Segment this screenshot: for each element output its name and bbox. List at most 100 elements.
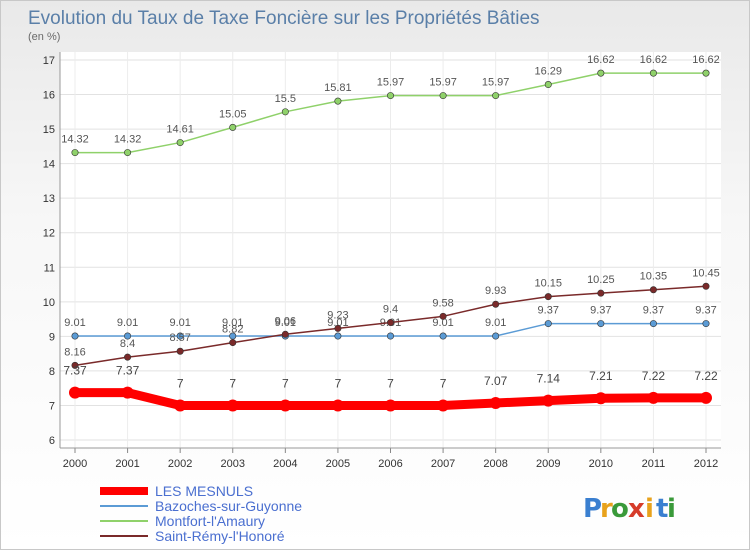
y-tick-label: 17 (43, 55, 55, 67)
x-tick-label: 2012 (694, 458, 718, 470)
data-label: 9.01 (485, 317, 506, 329)
data-label: 7.37 (116, 364, 140, 378)
data-point (71, 361, 79, 369)
y-tick-label: 7 (49, 400, 55, 412)
x-tick-label: 2011 (642, 458, 666, 470)
data-label: 9.93 (485, 285, 506, 297)
x-tick-label: 2005 (326, 458, 350, 470)
y-tick-label: 6 (49, 435, 55, 447)
data-point (386, 319, 394, 327)
data-point (124, 149, 132, 157)
x-tick-label: 2004 (273, 458, 297, 470)
data-point (176, 332, 184, 340)
data-point (334, 332, 342, 340)
data-point (544, 81, 552, 89)
data-point (331, 399, 344, 412)
y-tick-label: 9 (49, 331, 55, 343)
data-label: 8.4 (120, 338, 135, 350)
y-tick-label: 13 (43, 193, 55, 205)
data-label: 15.97 (482, 77, 510, 89)
unit-label: (en %) (28, 31, 60, 43)
data-point (71, 332, 79, 340)
data-label: 15.5 (275, 93, 296, 105)
data-point (542, 394, 555, 407)
data-label: 7 (335, 376, 342, 390)
data-label: 7 (387, 376, 394, 390)
data-label: 16.29 (534, 66, 562, 78)
data-label: 7.21 (589, 369, 613, 383)
x-tick-label: 2007 (431, 458, 455, 470)
data-label: 9.01 (275, 317, 296, 329)
data-point (71, 149, 79, 157)
logo-letter: P (583, 494, 602, 524)
data-label: 7.14 (537, 372, 561, 386)
data-label: 9.01 (432, 317, 453, 329)
data-label: 16.62 (640, 54, 668, 66)
data-label: 14.61 (166, 124, 194, 136)
data-point (439, 332, 447, 340)
data-label: 7.22 (642, 369, 666, 383)
data-point (492, 92, 500, 100)
plot-area: 6 7 8 9 10 11 12 13 14 15 16 17 2000 2001 2002 2003 2004… (43, 52, 721, 470)
data-label: 9.23 (327, 309, 348, 321)
data-point (174, 399, 187, 412)
data-label: 9.37 (590, 305, 611, 317)
data-point (176, 347, 184, 355)
data-label: 9.01 (169, 317, 190, 329)
data-point (544, 293, 552, 301)
y-tick-label: 14 (43, 159, 55, 171)
data-label: 10.15 (534, 278, 562, 290)
data-point (121, 386, 134, 399)
data-label: 15.81 (324, 82, 352, 94)
data-label: 8.57 (169, 332, 190, 344)
x-tick-label: 2008 (483, 458, 507, 470)
data-label: 7 (282, 376, 289, 390)
data-point (597, 320, 605, 328)
legend-label-3: Saint-Rémy-l'Honoré (155, 528, 285, 544)
data-point (544, 320, 552, 328)
data-label: 9.37 (695, 305, 716, 317)
data-label: 15.97 (377, 77, 405, 89)
data-label: 7 (229, 376, 236, 390)
data-label: 9.01 (117, 317, 138, 329)
data-point (702, 320, 710, 328)
y-tick-label: 8 (49, 366, 55, 378)
data-label: 8.16 (64, 346, 85, 358)
data-point (226, 399, 239, 412)
legend-label-2: Montfort-l'Amaury (155, 513, 265, 529)
data-point (229, 123, 237, 131)
data-point (439, 312, 447, 320)
y-tick-label: 12 (43, 228, 55, 240)
data-label: 9.01 (222, 317, 243, 329)
data-label: 10.25 (587, 274, 615, 286)
data-point (384, 399, 397, 412)
data-label: 8.82 (222, 324, 243, 336)
chart-title: Evolution du Taux de Taxe Foncière sur l… (28, 8, 540, 29)
data-label: 14.32 (61, 134, 89, 146)
data-label: 15.97 (429, 77, 457, 89)
data-label: 9.37 (538, 305, 559, 317)
data-label: 16.62 (692, 54, 720, 66)
data-label: 10.35 (640, 271, 668, 283)
data-label: 14.32 (114, 134, 142, 146)
data-point (492, 332, 500, 340)
data-point (492, 300, 500, 308)
data-label: 9.58 (432, 297, 453, 309)
data-point (229, 339, 237, 347)
data-point (594, 392, 607, 405)
x-tick-label: 2009 (536, 458, 560, 470)
data-point (649, 69, 657, 77)
x-tick-label: 2002 (168, 458, 192, 470)
data-point (437, 399, 450, 412)
data-point (702, 282, 710, 290)
logo-letter: r (600, 494, 613, 524)
data-label: 7.37 (63, 364, 87, 378)
data-point (124, 332, 132, 340)
data-label: 7.07 (484, 374, 508, 388)
data-label: 9.4 (383, 304, 398, 316)
y-tick-label: 15 (43, 124, 55, 136)
data-point (176, 139, 184, 147)
data-point (700, 391, 712, 404)
data-point (124, 353, 132, 361)
